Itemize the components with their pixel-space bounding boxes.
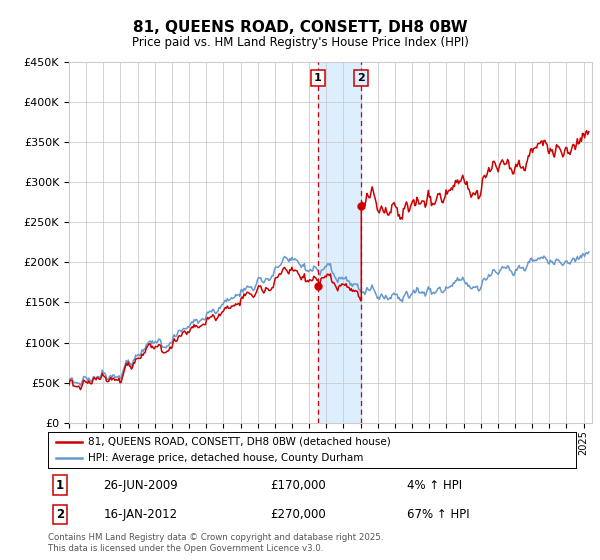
- Text: £170,000: £170,000: [270, 479, 326, 492]
- Text: 81, QUEENS ROAD, CONSETT, DH8 0BW: 81, QUEENS ROAD, CONSETT, DH8 0BW: [133, 20, 467, 35]
- Text: HPI: Average price, detached house, County Durham: HPI: Average price, detached house, Coun…: [88, 453, 363, 463]
- Text: 67% ↑ HPI: 67% ↑ HPI: [407, 508, 470, 521]
- Text: Contains HM Land Registry data © Crown copyright and database right 2025.
This d: Contains HM Land Registry data © Crown c…: [48, 533, 383, 553]
- Text: £270,000: £270,000: [270, 508, 326, 521]
- Text: 81, QUEENS ROAD, CONSETT, DH8 0BW (detached house): 81, QUEENS ROAD, CONSETT, DH8 0BW (detac…: [88, 437, 391, 447]
- Text: 16-JAN-2012: 16-JAN-2012: [103, 508, 178, 521]
- Text: 26-JUN-2009: 26-JUN-2009: [103, 479, 178, 492]
- Text: 1: 1: [56, 479, 64, 492]
- Text: 4% ↑ HPI: 4% ↑ HPI: [407, 479, 462, 492]
- Text: Price paid vs. HM Land Registry's House Price Index (HPI): Price paid vs. HM Land Registry's House …: [131, 36, 469, 49]
- Bar: [317, 62, 361, 423]
- Text: 1: 1: [314, 73, 322, 83]
- Text: 2: 2: [358, 73, 365, 83]
- Text: 2: 2: [56, 508, 64, 521]
